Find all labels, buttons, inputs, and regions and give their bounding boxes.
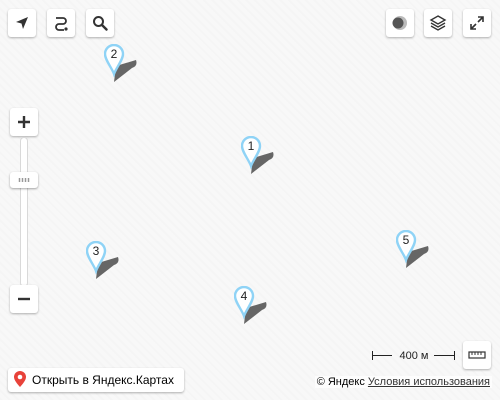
marker-label: 3 — [92, 244, 100, 258]
open-in-yandex-label: Открыть в Яндекс.Картах — [32, 373, 174, 387]
terms-of-use-link[interactable]: Условия использования — [367, 376, 490, 388]
marker-label: 1 — [247, 139, 255, 153]
copyright: © Яндекс Условия использования — [314, 376, 492, 388]
zoom-slider-handle[interactable] — [10, 172, 38, 188]
map-marker[interactable]: 3 — [86, 241, 126, 285]
fullscreen-icon — [470, 16, 484, 30]
scale-label: 400 м — [399, 350, 429, 362]
route-icon — [53, 15, 69, 31]
grip-icon — [18, 178, 30, 182]
zoom-out-button[interactable] — [10, 285, 38, 313]
search-button[interactable] — [86, 9, 114, 37]
map-scale: 400 м — [372, 348, 455, 364]
minus-icon — [17, 292, 31, 306]
traffic-button[interactable] — [386, 9, 414, 37]
route-button[interactable] — [47, 9, 75, 37]
map-marker[interactable]: 1 — [241, 136, 281, 180]
open-in-yandex-maps-button[interactable]: Открыть в Яндекс.Картах — [8, 368, 184, 392]
location-arrow-icon — [15, 16, 29, 30]
marker-label: 2 — [110, 47, 118, 61]
marker-label: 4 — [240, 289, 248, 303]
pin-icon — [14, 370, 26, 390]
fullscreen-button[interactable] — [463, 9, 491, 37]
zoom-in-button[interactable] — [10, 108, 38, 136]
marker-label: 5 — [402, 233, 410, 247]
search-icon — [92, 15, 108, 31]
zoom-slider-track[interactable] — [20, 137, 28, 287]
plus-icon — [17, 115, 31, 129]
ruler-icon — [468, 350, 486, 360]
map-marker[interactable]: 4 — [234, 286, 274, 330]
map-marker[interactable]: 5 — [396, 230, 436, 274]
traffic-icon — [392, 15, 408, 31]
map-marker[interactable]: 2 — [104, 44, 144, 88]
ruler-button[interactable] — [463, 341, 491, 369]
geolocation-button[interactable] — [8, 9, 36, 37]
layers-icon — [429, 14, 447, 32]
copyright-owner: © Яндекс — [316, 376, 365, 388]
layers-button[interactable] — [424, 9, 452, 37]
